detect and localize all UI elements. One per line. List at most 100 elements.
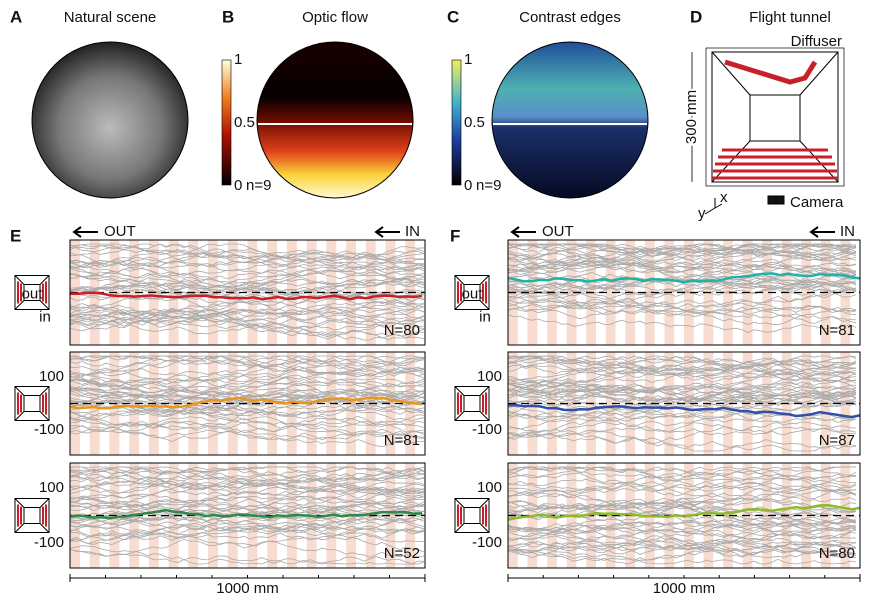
trajectory [70,320,425,341]
optic-flow-map [256,41,414,199]
icon-label: out [22,285,44,302]
y-tick-label: 100 [39,479,64,496]
panel-title: Contrast edges [519,9,621,26]
trajectory [508,361,857,386]
trajectory [70,385,425,405]
sample-size: N=87 [819,432,855,449]
panel-title: Natural scene [64,9,157,26]
trajectory [508,421,856,438]
icon-label: out [462,285,484,302]
trajectory [508,287,857,313]
icon-edges [454,498,490,533]
tunnel-icon [14,498,50,533]
trajectory [508,288,857,308]
mean-trajectory [70,291,423,301]
trajectory [508,431,857,448]
trajectory [70,474,425,488]
trajectory [70,382,425,400]
trajectory [70,306,425,332]
trajectory [70,262,425,293]
trajectory [508,293,857,326]
trajectory-plot [70,463,425,568]
trajectory [508,247,857,274]
plot-frame [69,351,426,456]
trajectory [508,519,857,540]
trajectory [508,281,857,300]
trajectory [508,355,857,376]
direction-arrow [72,226,98,238]
trajectory [508,427,857,445]
trajectory [70,532,425,553]
stripe [723,463,733,568]
stripe [723,240,733,345]
trajectory [508,243,857,270]
icon-box [454,275,490,310]
tunnel-height: 300 mm [683,90,700,144]
icon-edges [14,275,50,310]
trajectory [70,374,425,390]
icon-edges [454,275,490,310]
trajectory [508,365,857,386]
axis-label: y [698,205,706,222]
colorbar-tick: 0.5 [234,114,255,131]
scale-label: 1000 mm [216,580,279,595]
sample-size: n=9 [246,177,271,194]
stripe [605,240,616,345]
trajectory [508,243,857,273]
direction-label: IN [405,223,420,240]
stripe [385,463,396,568]
y-tick-label: -100 [472,534,502,551]
trajectory [70,385,425,402]
trajectory [508,355,857,370]
colorbar-tick: 0 [234,177,242,194]
colorbar-tick: 0 [464,177,472,194]
stripe [801,463,812,568]
trajectory [70,359,425,376]
trajectory [508,488,857,513]
trajectory [70,259,425,286]
direction-arrow [809,226,835,238]
panel-title: Flight tunnel [749,9,831,26]
stripe [385,352,396,455]
colorbar-tick: 0.5 [464,114,485,131]
trajectory [70,490,425,508]
trajectory [70,266,425,293]
trajectory [70,315,425,330]
colorbar [451,59,462,186]
trajectory [70,243,425,259]
trajectory [508,381,857,403]
icon-label: in [39,308,51,325]
trajectory [508,240,857,252]
stripe [644,240,655,345]
sample-size: N=80 [819,545,855,562]
mean-trajectory [508,403,860,419]
trajectory [508,392,857,420]
trajectory [508,480,857,500]
trajectory [70,396,425,414]
trajectory [508,357,857,392]
trajectory [70,258,425,281]
icon-pattern [457,392,487,415]
trajectory [508,540,857,565]
trajectory [508,366,857,383]
tunnel-icon [454,498,490,533]
trajectory-plot [70,240,425,345]
plot-frame [507,351,861,456]
plot-frame [507,462,861,569]
tunnel-icon [14,275,50,310]
tunnel-icon [14,386,50,421]
trajectory [508,547,857,562]
trajectory [70,472,425,494]
stripe [566,240,577,345]
direction-label: OUT [104,223,136,240]
icon-pattern [457,281,487,304]
scale-label: 1000 mm [653,580,716,595]
colorbar-tick: 1 [464,51,472,68]
icon-pattern [17,392,47,415]
trajectory-plot [70,352,425,455]
trajectory [508,500,857,524]
plot-frame [507,239,861,346]
trajectory [70,411,425,434]
stripe [801,240,812,345]
